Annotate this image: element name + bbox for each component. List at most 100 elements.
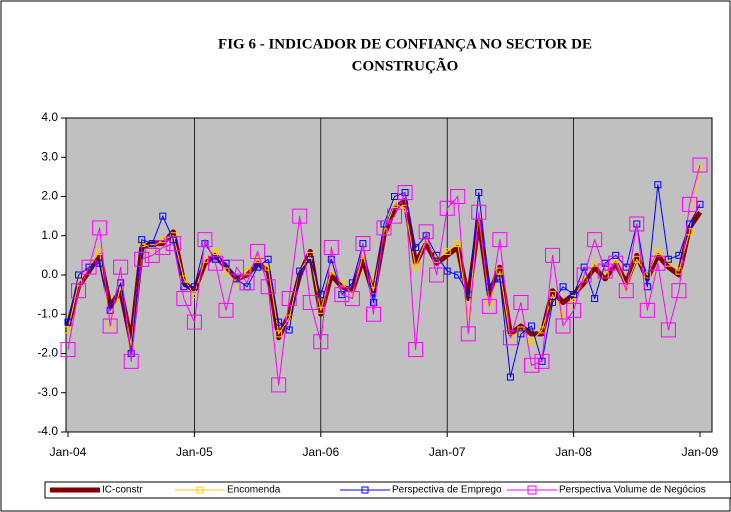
data-point xyxy=(643,271,651,279)
data-point xyxy=(523,357,539,373)
y-tick-label: -3.0 xyxy=(37,385,58,399)
data-point xyxy=(180,275,188,283)
data-point xyxy=(306,251,314,259)
data-point xyxy=(555,318,571,334)
data-point xyxy=(591,259,599,267)
data-point xyxy=(475,189,483,197)
data-point xyxy=(443,247,451,255)
data-point xyxy=(64,318,72,326)
legend-marker xyxy=(527,485,537,495)
data-point xyxy=(618,283,634,299)
data-point xyxy=(408,342,424,358)
data-point xyxy=(275,318,283,326)
data-point xyxy=(96,259,104,267)
chart-title: FIG 6 - INDICADOR DE CONFIANÇA NO SECTOR… xyxy=(218,36,592,52)
data-point xyxy=(391,193,399,200)
data-point xyxy=(180,283,188,291)
data-point xyxy=(454,271,462,279)
data-point xyxy=(527,338,535,346)
y-tick-label: 3.0 xyxy=(41,149,58,163)
data-point xyxy=(545,247,561,263)
data-point xyxy=(296,267,304,275)
data-point xyxy=(549,298,557,306)
data-point xyxy=(190,291,198,299)
data-point xyxy=(186,314,202,330)
data-point xyxy=(222,259,230,267)
data-point xyxy=(148,244,156,252)
data-point xyxy=(92,220,108,236)
data-point xyxy=(338,291,346,299)
y-tick-label: 0.0 xyxy=(41,267,58,281)
data-point xyxy=(250,243,266,259)
data-point xyxy=(159,236,167,244)
data-point xyxy=(517,326,525,334)
data-point xyxy=(429,267,445,283)
data-point xyxy=(102,318,118,334)
y-tick-label: 1.0 xyxy=(41,228,58,242)
data-point xyxy=(134,251,150,267)
data-point xyxy=(254,263,262,271)
data-point xyxy=(75,271,83,279)
data-point xyxy=(671,283,687,299)
series-line xyxy=(67,184,701,378)
data-point xyxy=(155,240,171,256)
data-point xyxy=(692,157,708,173)
data-point xyxy=(496,275,504,283)
data-point xyxy=(527,322,535,330)
x-tick-label: Jan-07 xyxy=(429,445,466,459)
data-point xyxy=(302,294,318,310)
data-point xyxy=(471,204,487,220)
data-point xyxy=(675,251,683,259)
plot-area xyxy=(65,117,713,433)
data-point xyxy=(639,302,655,318)
data-point xyxy=(113,259,129,275)
data-point xyxy=(633,255,641,263)
data-point xyxy=(229,259,245,275)
data-point xyxy=(612,251,620,259)
data-point xyxy=(506,373,514,381)
legend-label: Encomenda xyxy=(227,485,281,496)
legend-label: Perspectiva de Emprego xyxy=(392,485,502,496)
data-point xyxy=(317,291,325,299)
series-line xyxy=(65,197,703,345)
data-point xyxy=(576,267,592,283)
data-point xyxy=(292,208,308,224)
x-tick-label: Jan-08 xyxy=(555,445,592,459)
data-point xyxy=(165,236,181,252)
data-point xyxy=(587,232,603,248)
data-point xyxy=(138,236,146,244)
x-tick-label: Jan-09 xyxy=(682,445,719,459)
data-point xyxy=(685,220,693,228)
data-point xyxy=(517,330,525,338)
y-tick-label: -2.0 xyxy=(37,346,58,360)
data-point xyxy=(355,236,371,252)
data-point xyxy=(159,212,167,220)
data-point xyxy=(243,267,251,275)
data-point xyxy=(306,255,314,263)
data-point xyxy=(222,267,230,275)
data-point xyxy=(71,283,87,299)
series-line xyxy=(67,164,701,386)
data-point xyxy=(591,295,599,303)
data-point xyxy=(85,263,93,271)
data-point xyxy=(123,353,139,369)
data-point xyxy=(344,291,360,307)
legend-label: Perspectiva Volume de Negócios xyxy=(559,485,706,496)
data-point xyxy=(60,342,76,358)
data-point xyxy=(443,267,451,275)
data-point xyxy=(81,259,97,275)
chart-title: CONSTRUÇÃO xyxy=(352,56,459,74)
data-point xyxy=(369,298,377,306)
data-point xyxy=(664,255,672,263)
data-point xyxy=(190,283,198,291)
data-point xyxy=(285,326,293,334)
data-point xyxy=(622,263,630,271)
data-point xyxy=(376,220,392,236)
data-point xyxy=(275,330,283,338)
y-tick-label: -4.0 xyxy=(37,424,58,438)
data-point xyxy=(502,330,518,346)
data-point xyxy=(570,291,578,299)
data-point xyxy=(281,291,297,307)
data-point xyxy=(144,247,160,263)
data-point xyxy=(334,287,350,303)
